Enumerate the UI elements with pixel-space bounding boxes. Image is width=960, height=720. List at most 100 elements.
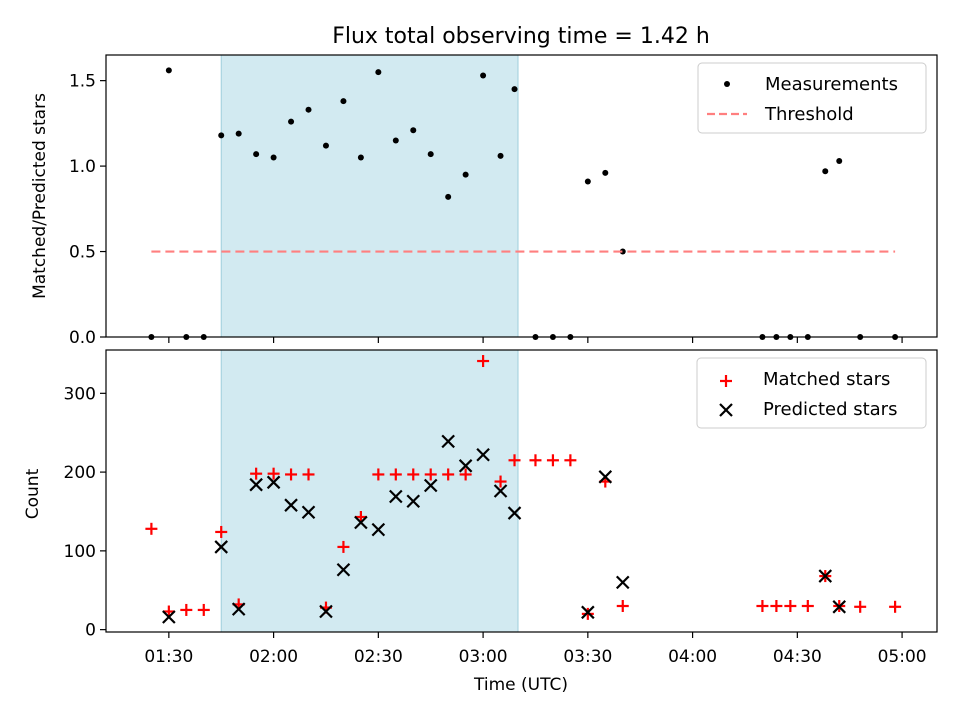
marker-stroke bbox=[441, 434, 455, 449]
predicted-star-marker bbox=[615, 575, 630, 590]
matched-star-marker bbox=[372, 468, 385, 481]
measurement-point bbox=[270, 154, 277, 161]
measurement-point bbox=[602, 169, 609, 176]
predicted-star-marker bbox=[832, 600, 847, 614]
predicted-star-marker bbox=[336, 562, 351, 577]
predicted-star-marker bbox=[476, 447, 490, 462]
marker-stroke bbox=[423, 478, 438, 493]
measurement-point bbox=[375, 69, 382, 76]
matched-star-marker bbox=[267, 467, 280, 480]
predicted-star-marker bbox=[389, 489, 403, 504]
predicted-star-marker bbox=[423, 478, 438, 493]
matched-star-marker bbox=[756, 600, 769, 613]
top-panel: 0.0 0.5 1.0 1.5 Matched/Predicted stars Mea… bbox=[30, 54, 938, 348]
bottom-marks bbox=[145, 350, 902, 632]
marker-stroke bbox=[301, 505, 316, 520]
measurement-point bbox=[357, 154, 364, 161]
measurement-point bbox=[584, 178, 591, 185]
legend-matched-marker bbox=[720, 375, 732, 387]
predicted-star-marker bbox=[319, 604, 333, 619]
x-tick-label: 02:30 bbox=[354, 647, 403, 667]
matched-star-marker bbox=[770, 600, 783, 613]
bottom-x-ticks: 01:30 02:00 02:30 03:00 03:30 04:00 04:30 05:00 bbox=[144, 632, 927, 667]
measurement-point bbox=[511, 86, 518, 93]
predicted-star-marker bbox=[214, 540, 229, 554]
matched-star-marker bbox=[784, 600, 797, 613]
measurement-point bbox=[480, 72, 487, 79]
marker-stroke bbox=[615, 575, 630, 590]
predicted-star-marker bbox=[818, 569, 833, 583]
matched-star-marker bbox=[477, 355, 490, 368]
marker-stroke bbox=[406, 494, 421, 509]
measurement-point bbox=[836, 157, 843, 164]
x-tick-label: 02:00 bbox=[249, 647, 298, 667]
marker-stroke bbox=[832, 600, 847, 614]
marker-stroke bbox=[389, 489, 403, 504]
matched-star-marker bbox=[801, 600, 814, 613]
matched-star-marker bbox=[389, 468, 402, 481]
measurement-point bbox=[305, 106, 312, 113]
measurement-point bbox=[410, 127, 417, 134]
marker-stroke bbox=[319, 604, 333, 619]
bottom-panel: 0 100 200 300 01:30 02:00 02:30 03:00 03:30 04:0… bbox=[23, 349, 938, 695]
marker-stroke bbox=[818, 569, 833, 583]
matched-star-marker bbox=[180, 603, 193, 616]
predicted-star-marker bbox=[458, 459, 473, 473]
marker-stroke bbox=[162, 610, 176, 624]
x-tick-label: 05:00 bbox=[878, 647, 927, 667]
predicted-star-marker bbox=[301, 505, 316, 520]
predicted-star-marker bbox=[493, 484, 508, 498]
marker-stroke bbox=[354, 515, 368, 530]
measurement-point bbox=[288, 118, 295, 125]
measurement-point bbox=[340, 98, 347, 105]
measurement-point bbox=[445, 193, 452, 200]
predicted-star-marker bbox=[441, 434, 455, 449]
marker-stroke bbox=[476, 447, 490, 462]
matched-star-marker bbox=[889, 600, 902, 613]
predicted-star-marker bbox=[406, 494, 421, 509]
measurement-point bbox=[235, 130, 242, 137]
matched-star-marker bbox=[302, 468, 315, 481]
measurement-point bbox=[322, 142, 329, 149]
matched-star-marker bbox=[494, 475, 507, 488]
x-tick-label: 04:30 bbox=[773, 647, 822, 667]
marker-stroke bbox=[266, 475, 281, 490]
y-tick-label: 1.0 bbox=[69, 157, 96, 177]
measurement-point bbox=[822, 168, 829, 175]
matched-star-marker bbox=[529, 454, 542, 467]
bottom-legend: Matched stars Predicted stars bbox=[696, 357, 927, 429]
measurement-point bbox=[462, 171, 469, 178]
matched-star-marker bbox=[564, 454, 577, 467]
marker-stroke bbox=[458, 459, 473, 473]
top-legend-box bbox=[697, 62, 927, 134]
legend-predicted-marker bbox=[719, 403, 733, 417]
predicted-star-marker bbox=[162, 610, 176, 624]
x-tick-label: 03:00 bbox=[459, 647, 508, 667]
matched-star-marker bbox=[442, 468, 455, 481]
y-tick-label: 200 bbox=[64, 463, 96, 483]
measurement-point bbox=[165, 67, 172, 74]
legend-measurements-marker bbox=[724, 81, 730, 87]
bottom-shaded-span bbox=[221, 350, 519, 632]
legend-measurements-label: Measurements bbox=[765, 74, 898, 95]
predicted-star-marker bbox=[231, 602, 246, 616]
measurement-point bbox=[427, 151, 434, 158]
bottom-y-axis-label: Count bbox=[23, 468, 43, 519]
x-tick-label: 03:30 bbox=[563, 647, 612, 667]
matched-star-marker bbox=[250, 467, 263, 480]
marker-stroke bbox=[336, 562, 351, 577]
predicted-star-marker bbox=[284, 498, 298, 512]
marker-stroke bbox=[581, 605, 595, 620]
marker-stroke bbox=[249, 477, 263, 492]
matched-star-marker bbox=[581, 607, 594, 620]
matched-star-marker bbox=[546, 454, 559, 467]
matched-star-marker bbox=[424, 468, 437, 481]
y-tick-label: 300 bbox=[64, 384, 96, 404]
y-tick-label: 0.0 bbox=[69, 328, 96, 348]
marker-stroke bbox=[231, 602, 246, 616]
matched-star-marker bbox=[197, 603, 210, 616]
y-tick-label: 0.5 bbox=[69, 243, 96, 263]
top-legend: Measurements Threshold bbox=[697, 62, 927, 134]
marker-stroke bbox=[284, 498, 298, 512]
